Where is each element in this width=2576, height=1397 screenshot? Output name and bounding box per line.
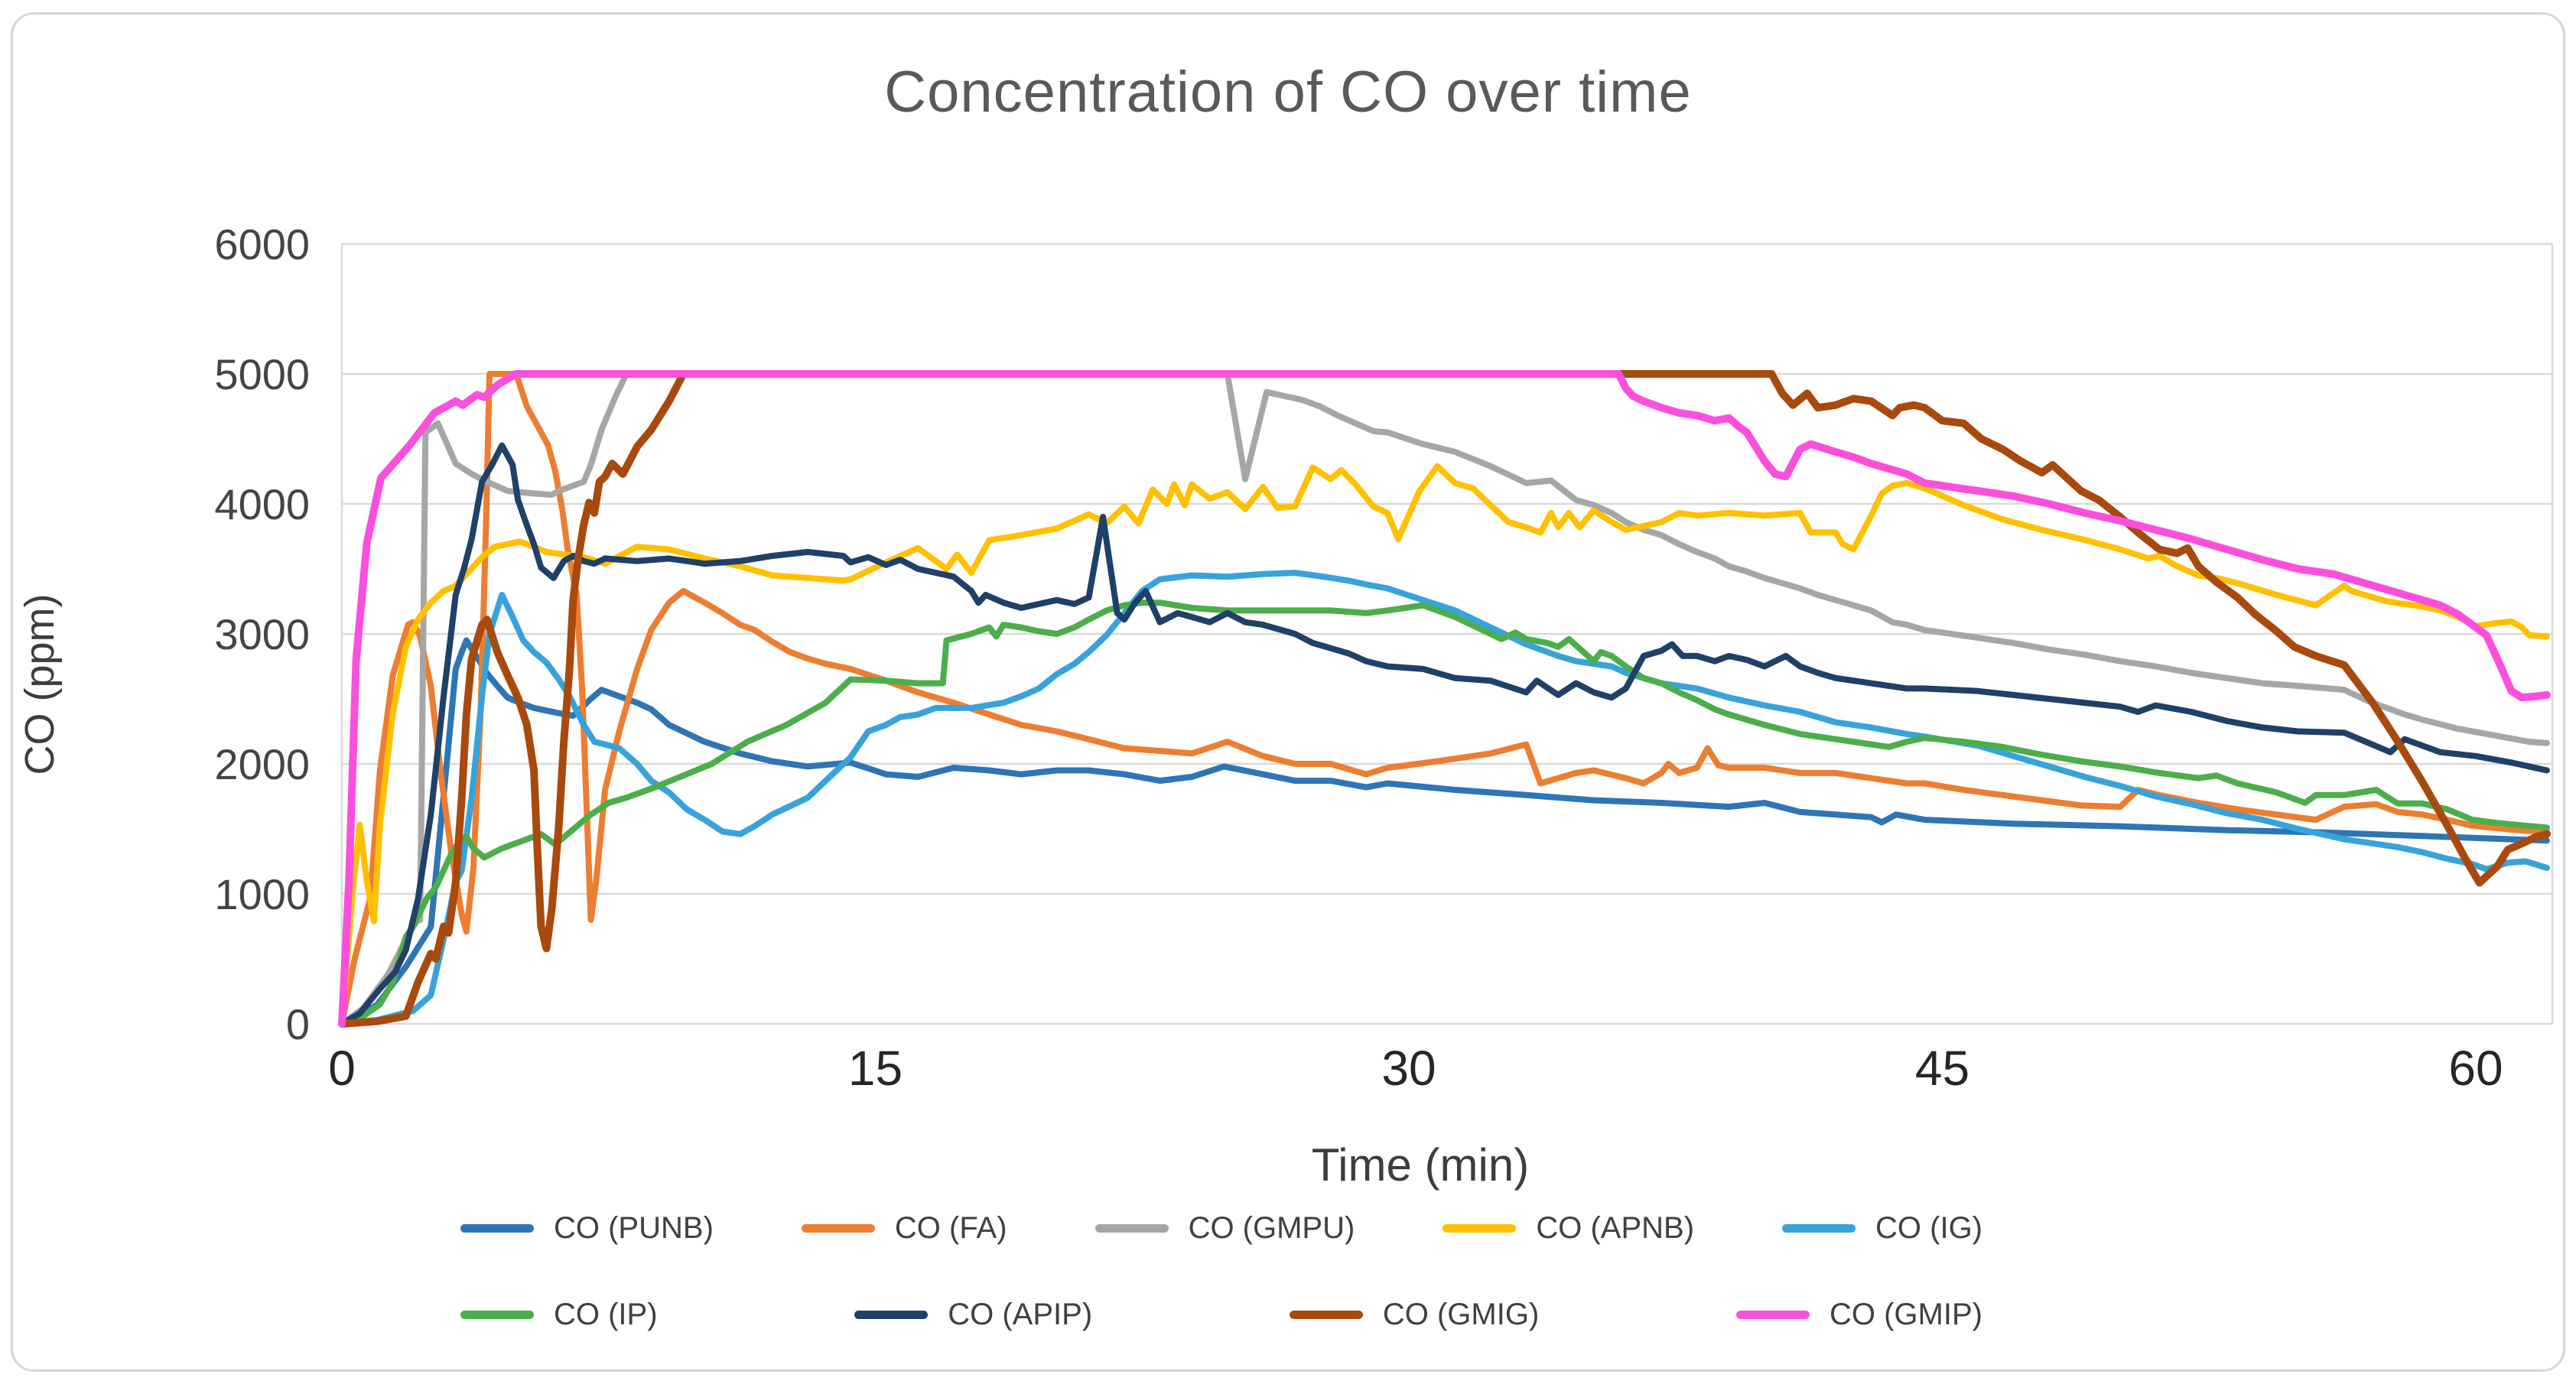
legend-swatch-icon xyxy=(460,1311,534,1319)
series-line-co-fa xyxy=(339,371,2550,1027)
x-axis-title: Time (min) xyxy=(1311,1139,1530,1191)
legend-item-co-apip: CO (APIP) xyxy=(854,1298,1092,1332)
legend-swatch-icon xyxy=(801,1224,875,1233)
legend-label: CO (GMIP) xyxy=(1829,1298,1982,1331)
legend-swatch-icon xyxy=(460,1224,534,1233)
y-tick-label-2000: 2000 xyxy=(214,740,310,788)
legend-item-co-punb: CO (PUNB) xyxy=(460,1211,714,1246)
x-tick-label-30: 30 xyxy=(1381,1041,1436,1096)
co-concentration-chart: 0 1000 2000 3000 4000 5000 6000 0 15 30 45 60 xyxy=(214,220,2554,1096)
y-tick-label-0: 0 xyxy=(286,1000,310,1048)
y-tick-label-4000: 4000 xyxy=(214,480,310,528)
legend-label: CO (FA) xyxy=(894,1211,1007,1245)
legend-swatch-icon xyxy=(854,1311,929,1319)
legend-label: CO (APIP) xyxy=(948,1298,1093,1331)
legend-swatch-icon xyxy=(1094,1224,1169,1233)
series-line-co-apip xyxy=(339,442,2550,1027)
y-tick-label-3000: 3000 xyxy=(214,610,310,658)
legend-item-co-ig: CO (IG) xyxy=(1782,1211,1982,1246)
legend-item-co-ip: CO (IP) xyxy=(460,1298,658,1332)
legend-item-co-fa: CO (FA) xyxy=(801,1211,1007,1246)
legend-item-co-apnb: CO (APNB) xyxy=(1442,1211,1694,1246)
y-tick-label-1000: 1000 xyxy=(214,870,310,918)
series-line-co-punb xyxy=(339,637,2550,1027)
series-line-co-gmig xyxy=(338,370,2551,1028)
legend-swatch-icon xyxy=(1735,1311,1810,1319)
legend-label: CO (PUNB) xyxy=(554,1211,714,1245)
legend-label: CO (IG) xyxy=(1875,1211,1982,1245)
legend-label: CO (GMPU) xyxy=(1188,1211,1355,1245)
x-tick-label-60: 60 xyxy=(2448,1041,2503,1096)
series-line-co-ig xyxy=(339,570,2550,1027)
legend-swatch-icon xyxy=(1442,1224,1517,1233)
legend-item-co-gmpu: CO (GMPU) xyxy=(1094,1211,1355,1246)
series-line-co-gmpu xyxy=(339,371,2550,1027)
series-line-co-ip xyxy=(339,599,2550,1027)
y-tick-label-6000: 6000 xyxy=(214,220,310,268)
series-line-co-apnb xyxy=(339,463,2550,1027)
legend-swatch-icon xyxy=(1782,1224,1856,1233)
y-tick-label-5000: 5000 xyxy=(214,350,310,398)
y-axis-title: CO (ppm) xyxy=(17,593,63,775)
chart-card: Concentration of CO over time 0 1000 2000 3… xyxy=(11,12,2565,1372)
legend-label: CO (IP) xyxy=(554,1298,658,1331)
legend-item-co-gmig: CO (GMIG) xyxy=(1289,1298,1540,1332)
chart-title: Concentration of CO over time xyxy=(884,60,1692,125)
x-tick-label-45: 45 xyxy=(1915,1041,1969,1096)
x-tick-label-0: 0 xyxy=(328,1041,356,1096)
x-tick-label-15: 15 xyxy=(848,1041,903,1096)
legend-swatch-icon xyxy=(1289,1311,1363,1319)
series-line-co-gmip xyxy=(338,370,2551,1028)
legend-item-co-gmip: CO (GMIP) xyxy=(1735,1298,1982,1332)
legend-row-2: CO (IP) CO (APIP) CO (GMIG) CO (GMIP) xyxy=(460,1298,1982,1332)
legend-label: CO (APNB) xyxy=(1536,1211,1695,1245)
legend-label: CO (GMIG) xyxy=(1382,1298,1540,1331)
legend-row-1: CO (PUNB) CO (FA) CO (GMPU) CO (APNB) CO (IG… xyxy=(460,1211,1982,1246)
